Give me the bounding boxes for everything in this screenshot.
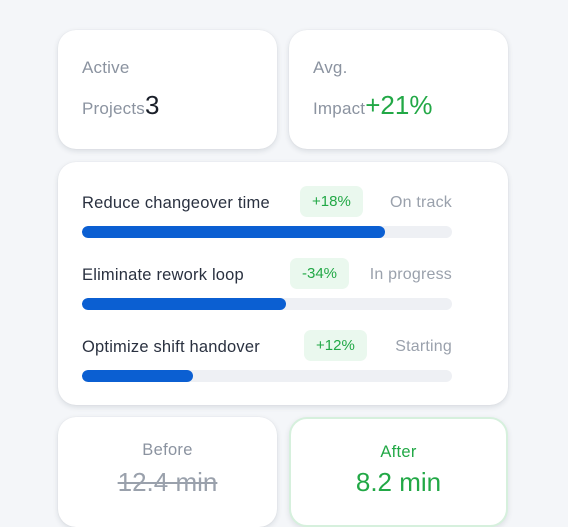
- project-progress-track: [82, 226, 452, 238]
- avg-impact-line: Impact+21%: [313, 90, 432, 121]
- project-delta-badge: +12%: [304, 330, 367, 361]
- projects-card: Reduce changeover time +18% On track Eli…: [58, 162, 508, 405]
- project-item[interactable]: Eliminate rework loop -34% In progress: [82, 258, 452, 312]
- before-value: 12.4 min: [117, 467, 218, 497]
- project-progress-track: [82, 298, 452, 310]
- project-progress-fill: [82, 370, 193, 382]
- avg-impact-value: +21%: [365, 90, 433, 120]
- after-card: After 8.2 min: [289, 417, 508, 527]
- active-projects-value: 3: [145, 90, 160, 120]
- project-status: Starting: [395, 338, 452, 355]
- project-name: Eliminate rework loop: [82, 266, 244, 284]
- project-item[interactable]: Optimize shift handover +12% Starting: [82, 330, 452, 384]
- active-projects-label: Active: [82, 58, 130, 77]
- after-label: After: [380, 443, 417, 461]
- avg-impact-card: Avg. Impact+21%: [289, 30, 508, 149]
- project-name: Reduce changeover time: [82, 194, 270, 212]
- project-status: In progress: [369, 266, 452, 283]
- avg-impact-label-2: Impact: [313, 99, 366, 118]
- project-item[interactable]: Reduce changeover time +18% On track: [82, 186, 452, 240]
- active-projects-label-2: Projects: [82, 99, 146, 118]
- project-status: On track: [389, 194, 452, 211]
- avg-impact-label: Avg.: [313, 58, 348, 77]
- active-projects-card: Active Projects3: [58, 30, 277, 149]
- project-progress-track: [82, 370, 452, 382]
- project-delta-badge: -34%: [290, 258, 350, 289]
- project-delta-badge: +18%: [300, 186, 363, 217]
- active-projects-line: Projects3: [82, 90, 159, 121]
- before-card: Before 12.4 min: [58, 417, 277, 527]
- project-progress-fill: [82, 298, 286, 310]
- after-value: 8.2 min: [355, 467, 442, 497]
- before-label: Before: [142, 441, 193, 459]
- project-progress-fill: [82, 226, 386, 238]
- project-name: Optimize shift handover: [82, 338, 260, 356]
